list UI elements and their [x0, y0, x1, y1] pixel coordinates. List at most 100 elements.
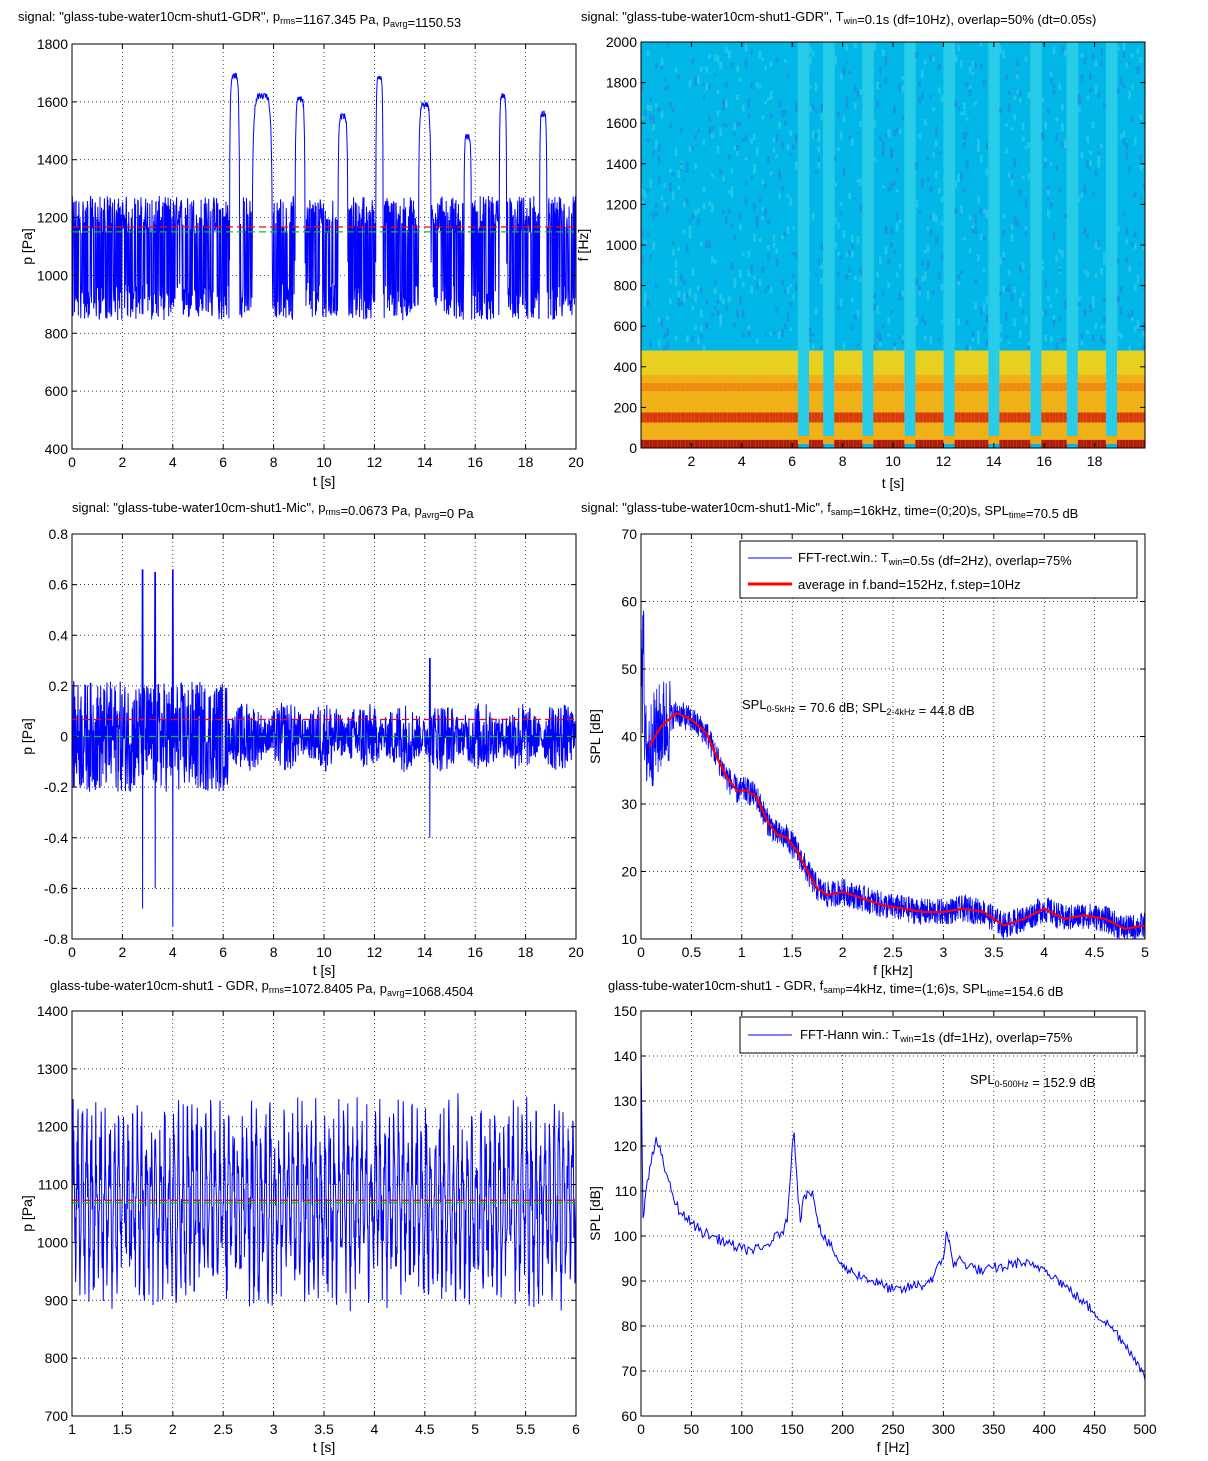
band-155: [646, 412, 650, 423]
gap-column: [1069, 42, 1073, 436]
band-155: [1136, 412, 1140, 423]
band-300: [1013, 383, 1017, 392]
spectrogram-speckle: [649, 97, 653, 102]
spectrogram-speckle: [674, 269, 678, 278]
band-155: [671, 412, 676, 423]
gap-column: [1033, 42, 1037, 436]
band-low: [839, 439, 844, 448]
spectrogram-speckle: [697, 75, 700, 84]
band-low: [705, 439, 709, 448]
spectrogram-speckle: [739, 121, 742, 127]
spectrogram-speckle: [680, 301, 683, 306]
band-low: [713, 439, 718, 448]
band-low: [769, 439, 774, 448]
band-0-360: [680, 374, 684, 448]
gap-column: [909, 42, 914, 436]
spectrogram-speckle: [685, 198, 689, 205]
band-155: [876, 412, 880, 423]
band-0-360: [1019, 374, 1023, 448]
spectrogram-speckle: [845, 252, 849, 257]
spectrogram-speckle: [893, 341, 896, 347]
spectrogram-speckle: [960, 111, 963, 116]
spectrogram-speckle: [736, 309, 739, 318]
spectrogram-speckle: [739, 269, 742, 278]
spectrogram-speckle: [887, 187, 891, 192]
spectrogram-speckle: [725, 124, 728, 128]
spectrogram-speckle: [1044, 309, 1047, 316]
spectrogram-speckle: [1021, 122, 1025, 131]
gap-column: [1030, 42, 1034, 436]
spectrogram-speckle: [895, 127, 899, 135]
band-155: [839, 412, 844, 423]
band-155: [811, 412, 816, 423]
spectrogram-speckle: [783, 323, 787, 330]
band-low: [873, 439, 877, 448]
y-tick-label: 1000: [606, 237, 637, 253]
spectrogram-speckle: [974, 226, 977, 234]
spectrogram-speckle: [954, 207, 958, 214]
band-0-360: [879, 374, 883, 448]
band-300: [1055, 383, 1059, 392]
spectrogram-speckle: [1055, 255, 1059, 262]
band-300: [1002, 383, 1006, 392]
band-low: [965, 439, 970, 448]
spectrogram-speckle: [921, 178, 924, 187]
spectrogram-speckle: [1117, 225, 1120, 232]
chart-title: glass-tube-water10cm-shut1 - GDR, fsamp=…: [608, 978, 1064, 999]
spectrogram-speckle: [747, 330, 751, 338]
spectrogram-speckle: [694, 210, 697, 216]
band-155: [1049, 412, 1054, 423]
spectrogram-speckle: [1063, 139, 1067, 148]
spectrogram-speckle: [895, 222, 899, 232]
spectrogram-speckle: [856, 178, 860, 184]
band-low: [876, 439, 880, 448]
spectrogram-speckle: [741, 331, 745, 339]
spectrogram-speckle: [1061, 123, 1064, 132]
band-155: [792, 412, 796, 423]
spectrogram-speckle: [652, 211, 655, 219]
x-axis-label: t [s]: [313, 1439, 336, 1455]
spectrogram-speckle: [1136, 65, 1140, 74]
x-axis-label: t [s]: [313, 473, 336, 489]
spectrogram-speckle: [957, 45, 961, 51]
spectrogram-speckle: [792, 226, 795, 230]
band-300: [671, 383, 676, 392]
x-tick-label: 20: [568, 944, 584, 960]
gap-column: [1111, 42, 1115, 436]
band-300: [1122, 383, 1126, 392]
band-155: [893, 412, 897, 423]
band-155: [1100, 412, 1104, 423]
band-low: [727, 439, 732, 448]
band-300: [940, 383, 944, 392]
spectrogram-speckle: [1047, 108, 1050, 114]
band-155: [884, 412, 888, 423]
spectrogram-speckle: [881, 184, 885, 189]
band-0-360: [940, 374, 944, 448]
spectrogram-speckle: [845, 96, 849, 105]
band-0-360: [971, 374, 975, 448]
spectrogram-speckle: [713, 259, 717, 264]
spectrogram-speckle: [705, 300, 709, 305]
y-tick-label: 1100: [38, 1177, 68, 1193]
band-0-360: [851, 374, 855, 448]
band-0-360: [859, 374, 863, 448]
band-155: [979, 412, 984, 423]
spectrogram-speckle: [1052, 46, 1056, 55]
x-tick-label: 1: [738, 944, 746, 960]
x-tick-label: 8: [839, 453, 847, 469]
spectrogram-speckle: [649, 104, 653, 112]
band-155: [1077, 412, 1082, 423]
x-tick-label: 2: [169, 1421, 177, 1437]
band-300: [814, 383, 818, 392]
band-155: [1119, 412, 1124, 423]
spectrogram-speckle: [671, 172, 675, 177]
gap-low-band: [806, 435, 810, 444]
spectrogram-speckle: [1100, 143, 1103, 148]
band-low: [691, 439, 695, 448]
band-low: [974, 439, 978, 448]
band-300: [901, 383, 905, 392]
spectrogram-speckle: [671, 191, 675, 200]
band-155: [753, 412, 757, 423]
spectrogram-speckle: [1142, 184, 1145, 189]
band-0-360: [814, 374, 818, 448]
